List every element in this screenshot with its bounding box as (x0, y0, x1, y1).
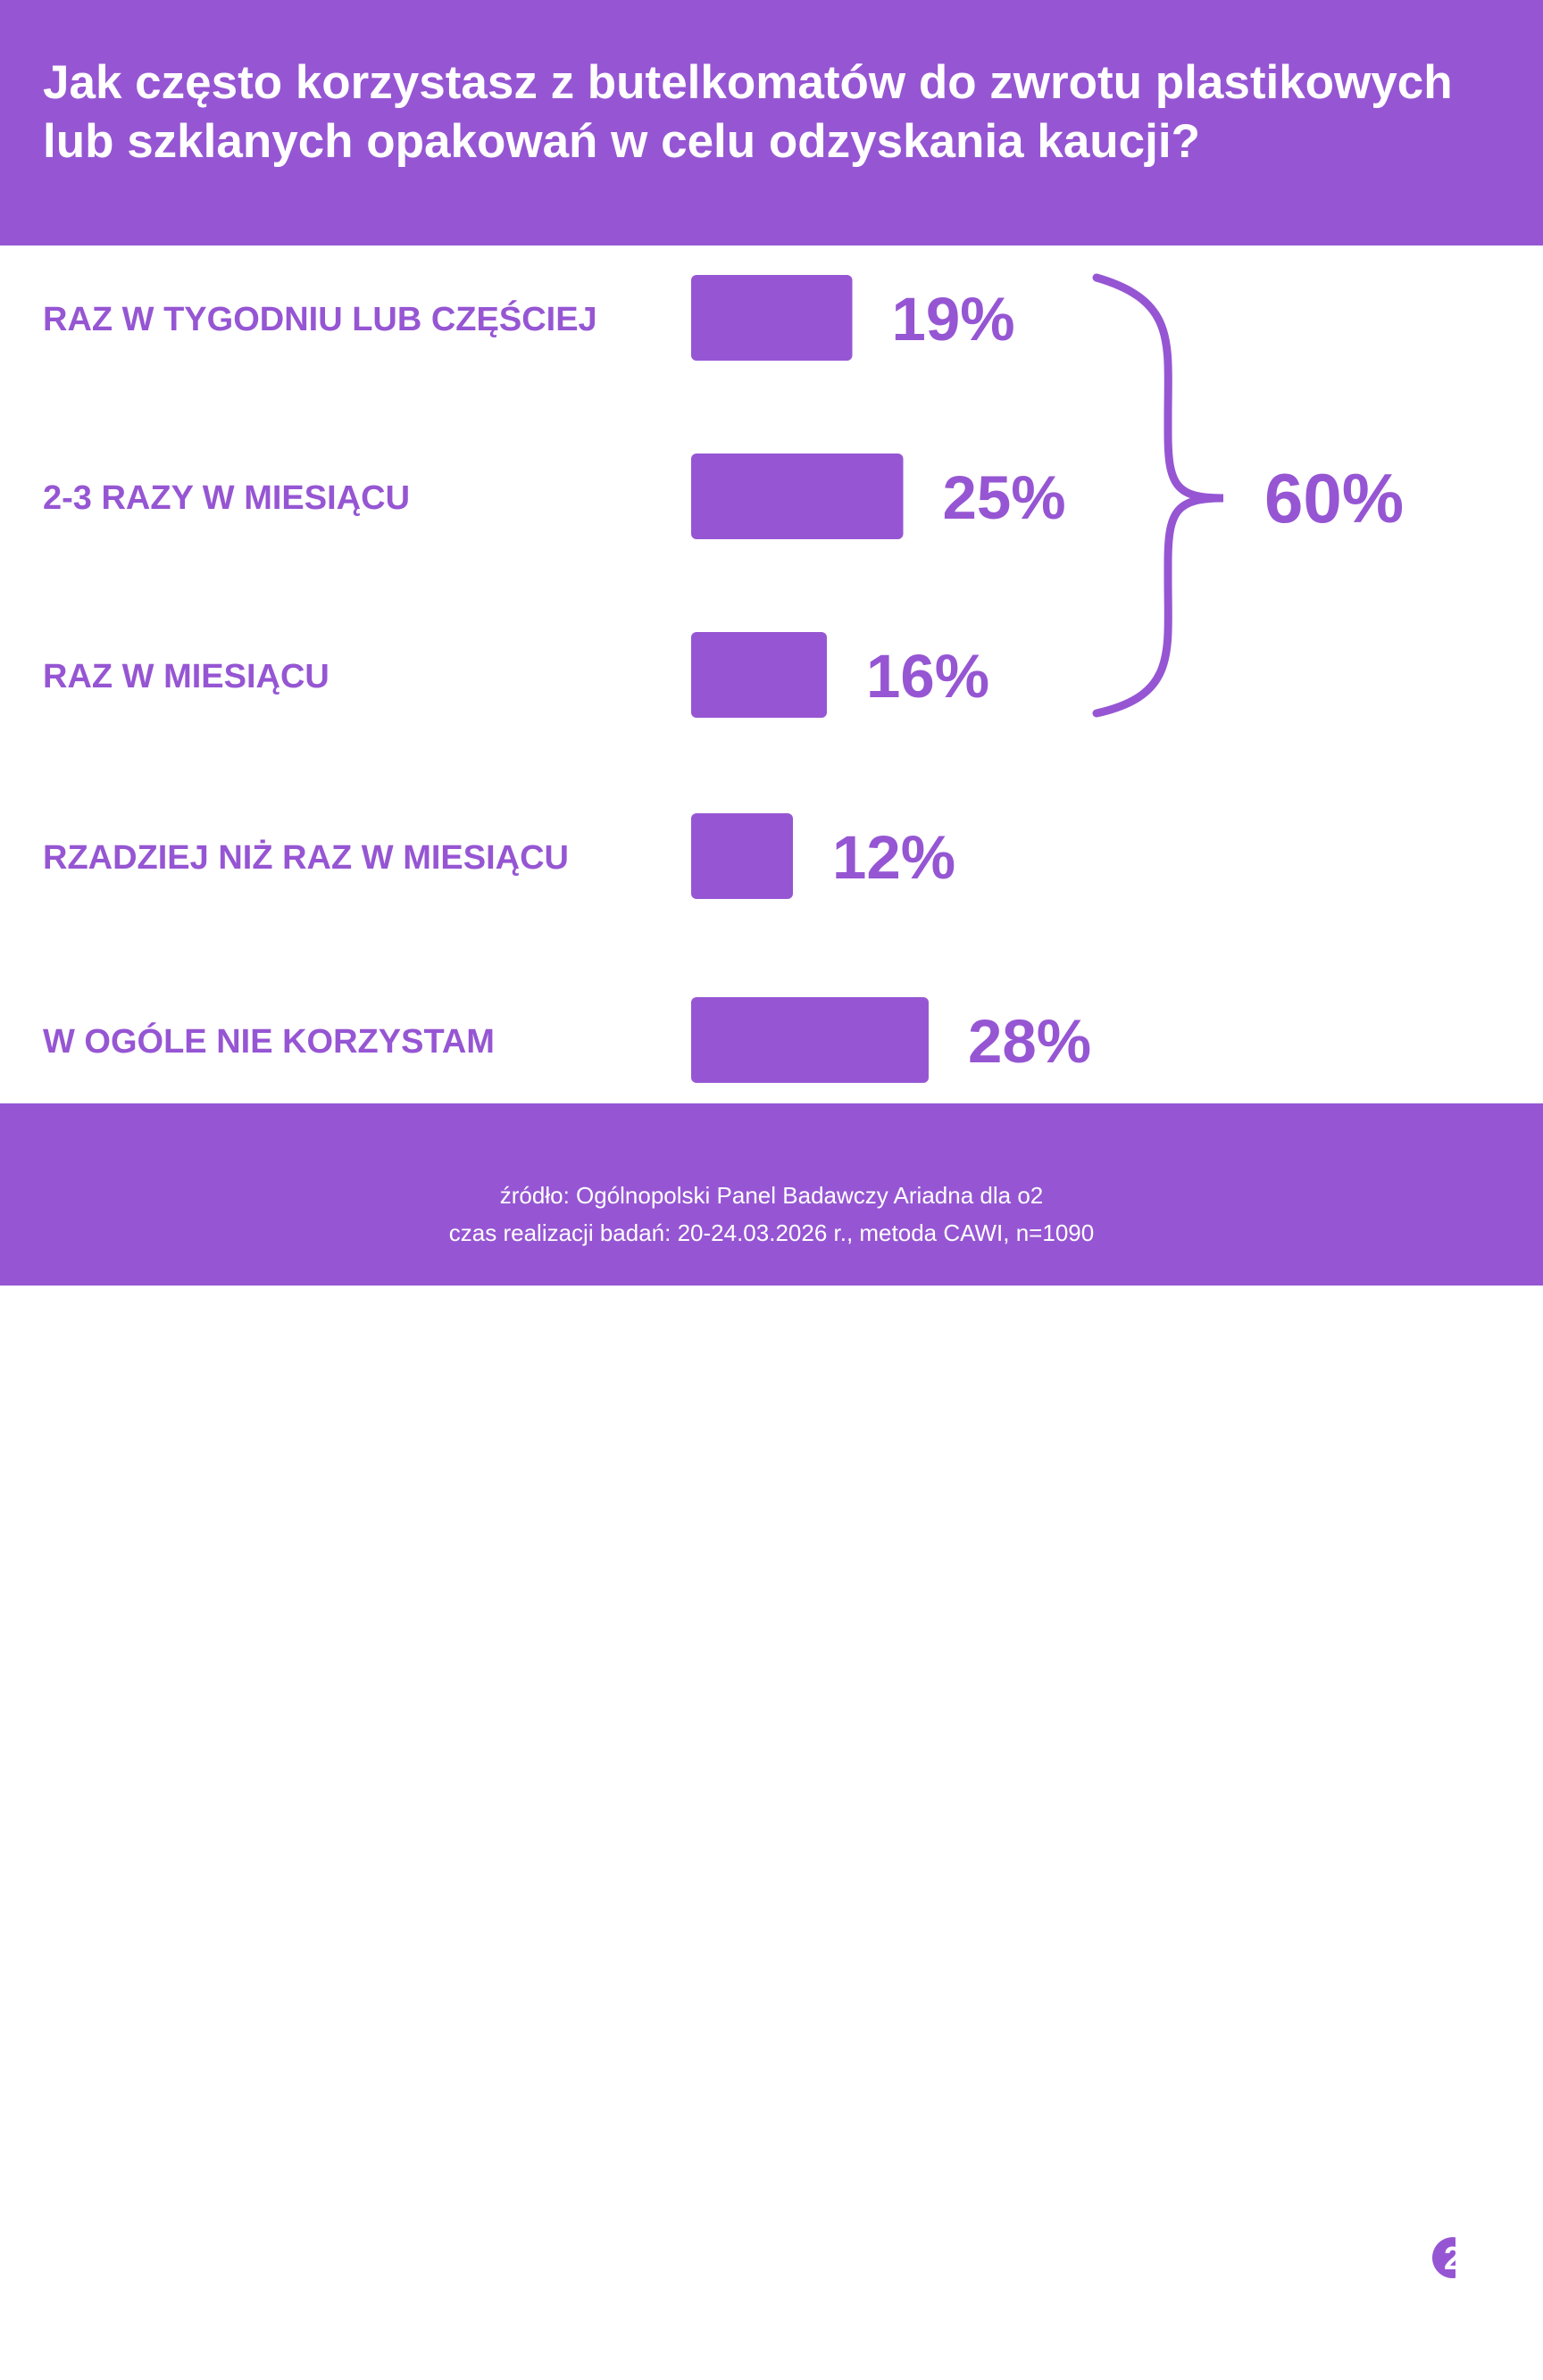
value-label: 28% (968, 1007, 1091, 1076)
category-label: RAZ W TYGODNIU LUB CZĘŚCIEJ (43, 299, 597, 338)
bar (691, 632, 827, 718)
chart-title-line-1: Jak często korzystasz z butelkomatów do … (43, 56, 1453, 109)
value-label: 25% (943, 463, 1066, 532)
o2-logo: 2 (1346, 2237, 1455, 2368)
bar-chart: RAZ W TYGODNIU LUB CZĘŚCIEJ 19% 2-3 RAZY W… (43, 273, 1404, 1083)
chart-title-line-2: lub szklanych opakowań w celu odzyskania… (43, 115, 1200, 168)
bar (691, 275, 853, 361)
brace-annotation (1092, 273, 1224, 718)
source-line-1: źródło: Ogólnopolski Panel Badawczy Aria… (499, 1182, 1044, 1209)
category-label: RZADZIEJ NIŻ RAZ W MIESIĄCU (43, 839, 569, 877)
value-label: 12% (832, 823, 955, 892)
logo-superscript: 2 (1444, 2240, 1455, 2276)
category-label: RAZ W MIESIĄCU (43, 658, 329, 695)
source-note: źródło: Ogólnopolski Panel Badawczy Aria… (0, 1177, 1543, 1252)
value-label: 19% (892, 285, 1015, 354)
bar (691, 813, 793, 899)
bar (691, 997, 929, 1083)
brace-total-label: 60% (1264, 459, 1404, 537)
category-label: 2-3 RAZY W MIESIĄCU (43, 479, 410, 517)
bar (691, 454, 904, 539)
source-line-2: czas realizacji badań: 20-24.03.2026 r.,… (448, 1219, 1095, 1246)
chart-title: Jak często korzystasz z butelkomatów do … (43, 54, 1507, 171)
header-banner: Jak często korzystasz z butelkomatów do … (0, 0, 1543, 245)
category-label: W OGÓLE NIE KORZYSTAM (43, 1021, 495, 1061)
value-label: 16% (866, 642, 989, 711)
